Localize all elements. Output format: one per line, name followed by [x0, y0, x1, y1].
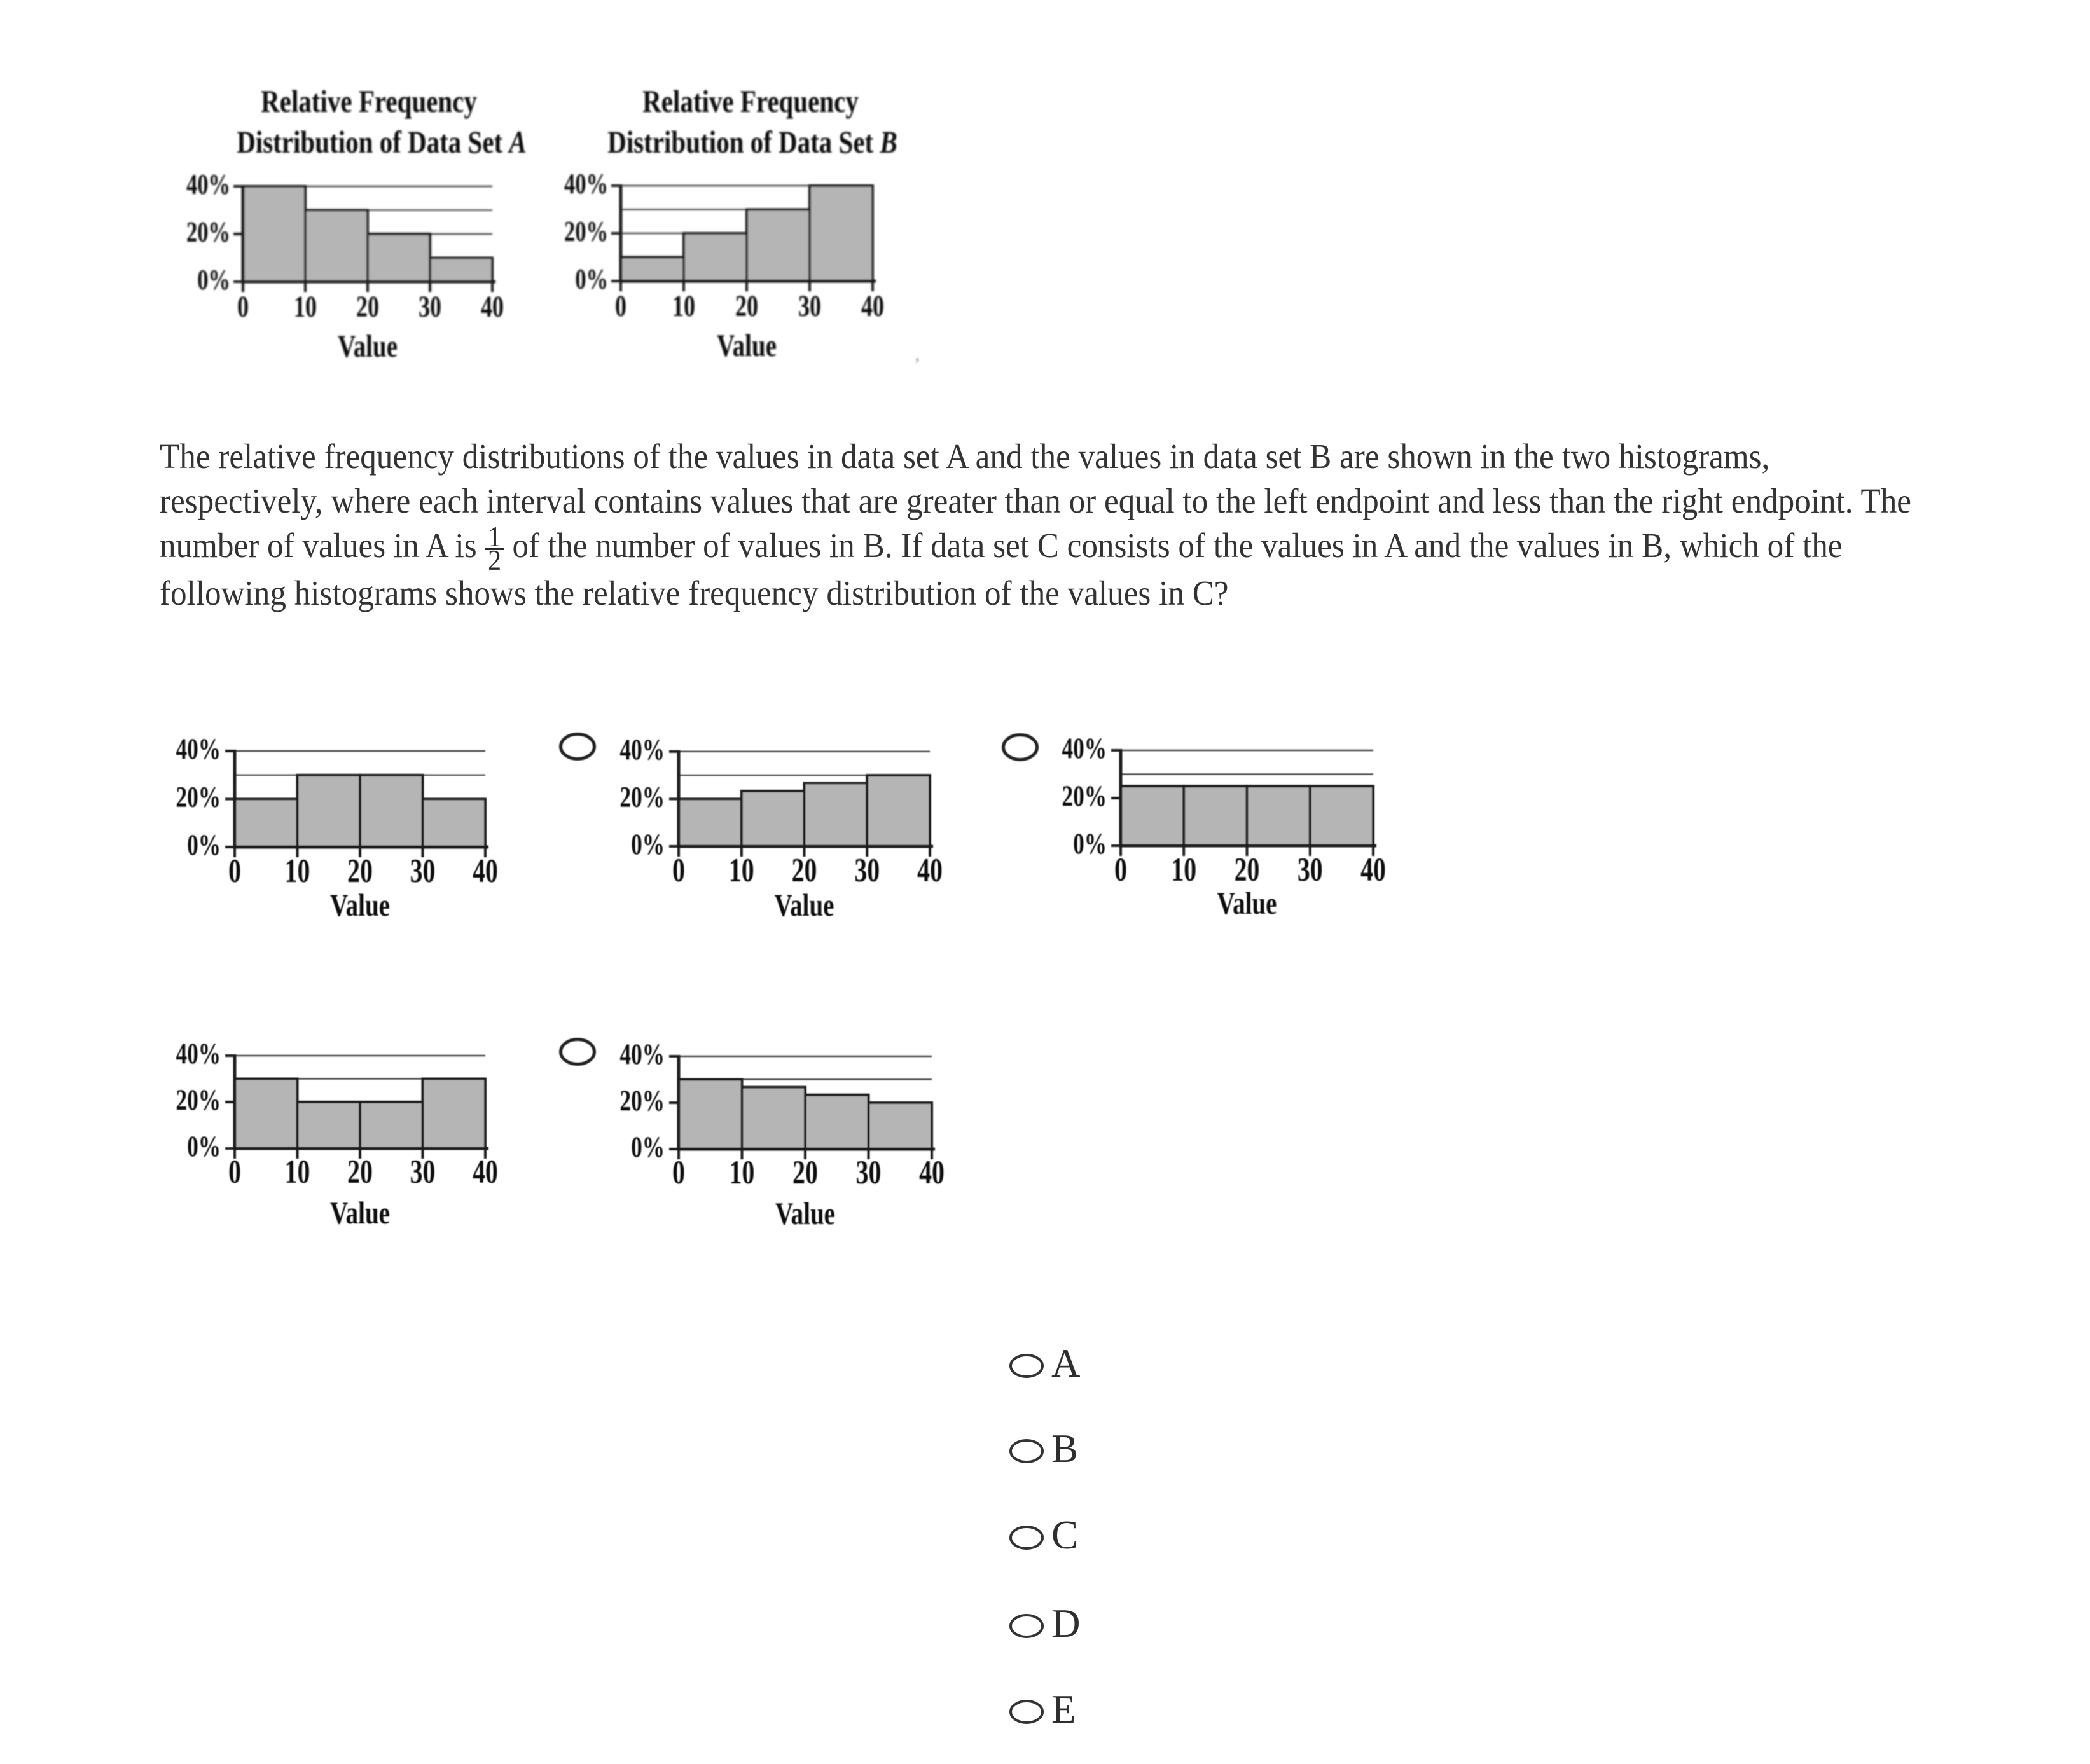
svg-text:30: 30: [854, 852, 880, 890]
svg-text:20: 20: [1235, 851, 1260, 889]
svg-text:’: ’: [914, 354, 920, 375]
svg-text:0%: 0%: [575, 263, 608, 295]
svg-text:20: 20: [347, 1154, 373, 1191]
svg-text:B: B: [1051, 1426, 1078, 1471]
svg-text:0%: 0%: [1073, 827, 1107, 860]
svg-text:40: 40: [481, 290, 504, 324]
svg-text:0%: 0%: [187, 828, 221, 861]
svg-text:20%: 20%: [176, 780, 221, 813]
svg-text:Value: Value: [1217, 885, 1277, 921]
svg-text:40: 40: [861, 289, 884, 323]
svg-text:10: 10: [730, 1154, 755, 1192]
svg-text:0%: 0%: [631, 1130, 665, 1163]
svg-text:10: 10: [285, 853, 310, 890]
svg-text:10: 10: [672, 289, 695, 323]
svg-text:40: 40: [919, 1154, 945, 1192]
svg-text:0: 0: [228, 1154, 241, 1191]
svg-text:0%: 0%: [197, 263, 230, 296]
svg-text:40%: 40%: [186, 168, 230, 200]
svg-text:20%: 20%: [620, 1084, 665, 1117]
svg-text:20: 20: [356, 290, 379, 324]
svg-text:Distribution of Data Set A: Distribution of Data Set A: [237, 124, 527, 160]
svg-text:Value: Value: [330, 1195, 390, 1230]
svg-text:20: 20: [347, 853, 373, 890]
svg-text:D: D: [1051, 1601, 1081, 1646]
svg-text:20: 20: [792, 1154, 818, 1192]
svg-text:20: 20: [735, 289, 758, 323]
svg-text:40%: 40%: [564, 167, 608, 200]
svg-text:Value: Value: [775, 887, 834, 923]
svg-text:40%: 40%: [176, 1037, 221, 1070]
svg-text:20%: 20%: [564, 215, 608, 247]
svg-text:Relative Frequency: Relative Frequency: [642, 83, 859, 119]
svg-text:Relative Frequency: Relative Frequency: [261, 83, 477, 119]
svg-text:E: E: [1051, 1687, 1076, 1732]
svg-text:40%: 40%: [620, 1037, 665, 1070]
svg-text:C: C: [1051, 1513, 1078, 1557]
svg-text:0: 0: [237, 290, 249, 324]
svg-text:0: 0: [672, 852, 685, 890]
svg-text:30: 30: [856, 1154, 882, 1192]
svg-text:30: 30: [798, 289, 821, 323]
svg-text:40: 40: [473, 853, 498, 890]
svg-text:10: 10: [294, 290, 317, 324]
svg-text:40: 40: [917, 852, 943, 890]
svg-text:40%: 40%: [620, 733, 665, 766]
svg-text:30: 30: [1298, 851, 1323, 889]
svg-text:40: 40: [473, 1154, 498, 1191]
svg-text:0%: 0%: [631, 827, 665, 860]
svg-text:10: 10: [285, 1154, 310, 1191]
svg-text:0: 0: [672, 1154, 685, 1192]
svg-text:40: 40: [1360, 851, 1386, 889]
svg-text:0: 0: [1114, 851, 1127, 889]
svg-text:30: 30: [410, 853, 436, 890]
svg-text:20: 20: [792, 852, 817, 890]
svg-text:10: 10: [729, 852, 754, 890]
svg-text:0: 0: [228, 853, 241, 890]
svg-text:Value: Value: [775, 1196, 835, 1231]
svg-text:Value: Value: [717, 327, 777, 363]
svg-text:30: 30: [419, 290, 441, 324]
svg-text:Value: Value: [330, 887, 390, 923]
svg-text:0: 0: [615, 289, 626, 323]
svg-text:20%: 20%: [620, 780, 665, 813]
svg-text:0%: 0%: [187, 1129, 221, 1162]
svg-text:10: 10: [1171, 851, 1196, 889]
svg-text:Distribution of Data Set B: Distribution of Data Set B: [607, 124, 897, 160]
svg-text:20%: 20%: [176, 1083, 221, 1116]
svg-text:20%: 20%: [1062, 779, 1107, 812]
svg-text:30: 30: [410, 1154, 436, 1191]
svg-text:20%: 20%: [186, 216, 230, 248]
svg-text:Value: Value: [338, 328, 398, 364]
svg-text:40%: 40%: [176, 732, 221, 765]
svg-text:40%: 40%: [1062, 731, 1107, 764]
svg-text:A: A: [1051, 1341, 1081, 1386]
